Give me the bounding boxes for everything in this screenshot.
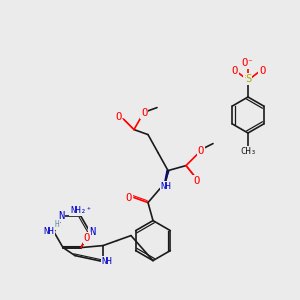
Text: O: O — [232, 66, 238, 76]
Text: N: N — [89, 227, 95, 237]
Text: CH₃: CH₃ — [240, 146, 256, 155]
Text: NH: NH — [160, 182, 171, 191]
Text: NH: NH — [44, 227, 54, 236]
Text: O: O — [141, 108, 147, 118]
Text: S: S — [245, 74, 251, 84]
Text: NH₂⁺: NH₂⁺ — [70, 206, 92, 215]
Text: N: N — [58, 212, 64, 221]
Text: :: : — [243, 74, 247, 79]
Text: O: O — [259, 66, 265, 76]
Text: O: O — [126, 193, 132, 202]
Text: H: H — [55, 220, 59, 229]
Text: O: O — [115, 112, 121, 122]
Polygon shape — [164, 171, 169, 186]
Text: NH: NH — [102, 257, 112, 266]
Text: O⁻: O⁻ — [242, 58, 254, 68]
Text: NH: NH — [43, 227, 53, 236]
Text: O: O — [198, 146, 204, 156]
Text: O: O — [84, 232, 90, 243]
Text: O: O — [193, 176, 199, 186]
